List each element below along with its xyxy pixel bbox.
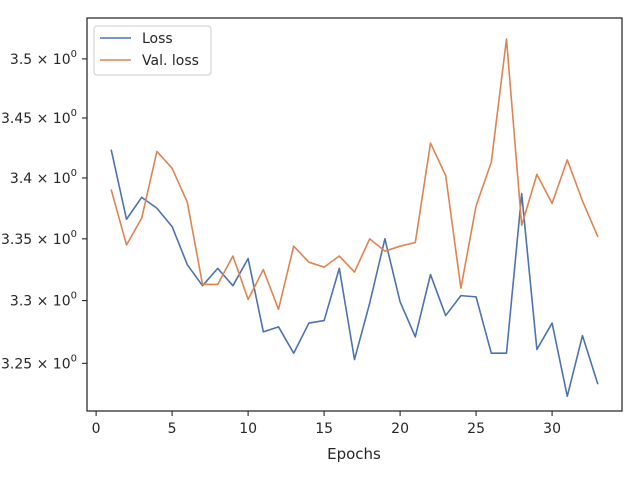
x-axis-label: Epochs bbox=[327, 445, 381, 463]
y-axis-ticks: 3.25 × 100 3.3 × 100 3.35 × 100 3.4 × 100 3.… bbox=[1, 49, 87, 372]
x-tick-label: 10 bbox=[239, 421, 257, 437]
y-tick-label: 3.25 × 100 bbox=[1, 353, 77, 372]
series-layer bbox=[110, 38, 599, 398]
x-tick-label: 5 bbox=[168, 421, 177, 437]
x-tick-label: 20 bbox=[391, 421, 409, 437]
x-axis-ticks: 0 5 10 15 20 25 30 bbox=[92, 411, 561, 437]
legend-label-val-loss: Val. loss bbox=[142, 53, 199, 69]
plot-frame bbox=[86, 17, 623, 412]
y-tick-label: 3.45 × 100 bbox=[1, 108, 77, 127]
x-tick-label: 25 bbox=[467, 421, 485, 437]
legend: Loss Val. loss bbox=[93, 25, 212, 76]
y-tick-label: 3.5 × 100 bbox=[10, 49, 77, 68]
y-tick-label: 3.35 × 100 bbox=[1, 229, 77, 248]
series-line-val-loss bbox=[110, 38, 599, 311]
legend-label-loss: Loss bbox=[142, 31, 173, 47]
series-line-loss bbox=[110, 149, 599, 398]
x-tick-label: 30 bbox=[543, 421, 561, 437]
x-tick-label: 0 bbox=[92, 421, 101, 437]
y-tick-label: 3.4 × 100 bbox=[10, 168, 77, 187]
y-tick-label: 3.3 × 100 bbox=[10, 291, 77, 310]
x-tick-label: 15 bbox=[315, 421, 333, 437]
